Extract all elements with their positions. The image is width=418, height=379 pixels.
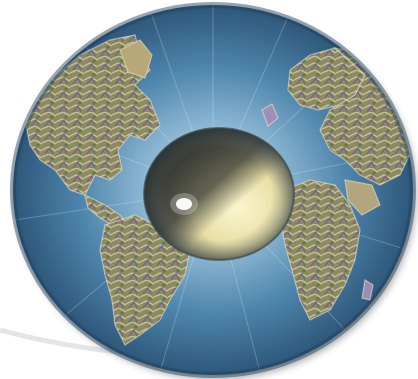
lens-highlight-glow [170,193,198,215]
island-madagascar [361,279,374,301]
continents [24,34,413,346]
pupil-lens [143,127,295,261]
continent-arabia [344,179,381,216]
continent-greenland [119,39,153,79]
island-british-isles [261,103,279,127]
lens-highlight [176,198,192,210]
continent-north-america [24,34,161,196]
iris-rim [10,2,416,378]
continent-africa [279,179,361,321]
